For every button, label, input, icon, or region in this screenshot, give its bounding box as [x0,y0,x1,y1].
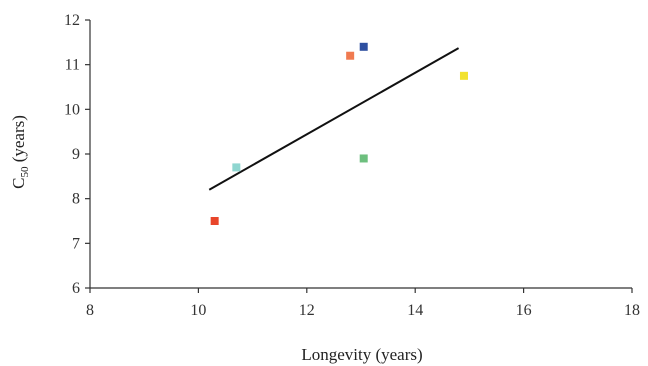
data-point [359,42,368,51]
x-tick-label: 16 [516,302,532,319]
y-axis-title: C50 (years) [9,115,31,189]
trendline [208,47,460,191]
data-point [346,51,355,60]
y-tick-label: 8 [72,191,80,208]
y-tick-label: 10 [64,101,80,118]
data-points [210,42,468,225]
y-tick-label: 9 [72,146,80,163]
x-tick-label: 8 [86,302,94,319]
data-point [359,154,368,163]
y-tick-label: 12 [64,12,80,29]
y-axis-title-main: C [9,178,28,189]
x-axis-title: Longevity (years) [301,345,422,364]
axes: 6 7 8 9 10 11 12 8 10 12 14 16 18 [64,12,640,319]
y-axis-title-subscript: 50 [19,166,31,178]
data-point [210,217,219,225]
y-axis-title-rest: (years) [9,115,28,166]
x-tick-label: 12 [299,302,315,319]
x-tick-label: 10 [190,302,206,319]
y-tick-label: 11 [65,57,80,74]
y-tick-label: 7 [72,235,80,252]
data-point [232,163,241,172]
y-tick-label: 6 [72,280,80,297]
x-tick-label: 14 [407,302,423,319]
x-tick-label: 18 [624,302,640,319]
data-point [459,71,468,80]
trendline-group [208,47,460,191]
